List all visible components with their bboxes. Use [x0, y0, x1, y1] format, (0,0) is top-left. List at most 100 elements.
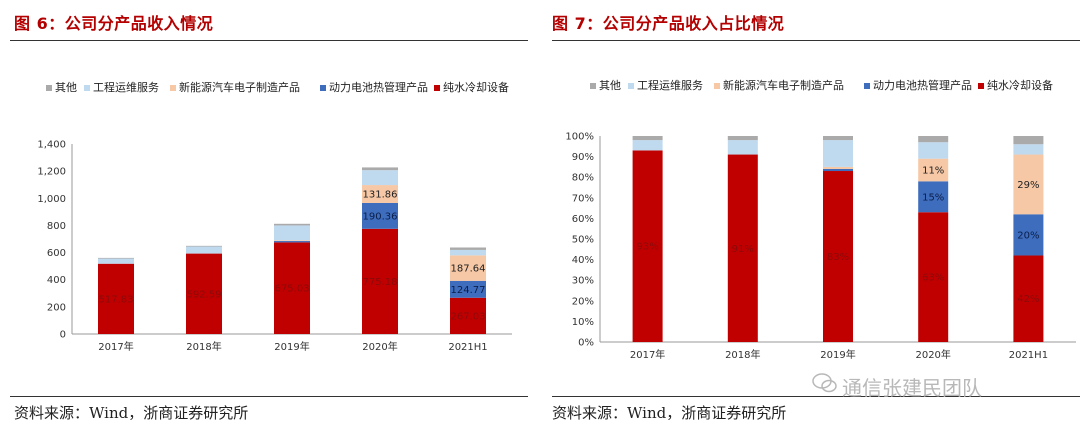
left-top-rule: [10, 40, 528, 41]
left-y-tick-label: 800: [47, 221, 66, 232]
right-data-label: 20%: [1017, 230, 1039, 241]
left-stacked-bar-chart: 其他 工程运维服务 新能源汽车电子制造产品 动力电池热管理产品 纯水冷却设备 0 200 40…: [37, 80, 512, 353]
right-data-label: 91%: [732, 244, 754, 255]
right-source-note: 资料来源：Wind，浙商证券研究所: [552, 404, 787, 422]
left-bar-segment: [450, 247, 486, 250]
left-bar-segment: [450, 297, 486, 334]
right-x-tick-label: 2018年: [725, 348, 760, 361]
left-y-tick-label: 200: [47, 302, 66, 313]
right-bar-segment: [632, 150, 663, 342]
wechat-icon: [812, 373, 837, 393]
right-bar-segment: [823, 166, 853, 169]
right-chart-panel: 图 7：公司分产品收入占比情况 其他 工程运维服务 新能源汽车电子制造产品 动力电池热…: [552, 0, 1080, 435]
left-y-tick-label: 1,400: [37, 140, 66, 151]
right-y-tick-label: 100%: [565, 132, 594, 143]
left-bar-segment: [186, 246, 222, 254]
left-chart-panel: 图 6：公司分产品收入情况 其他 工程运维服务 新能源汽车电子制造产品 动力电池热管理…: [0, 0, 528, 435]
right-y-tick-label: 10%: [572, 317, 594, 328]
left-legend: 其他 工程运维服务 新能源汽车电子制造产品 动力电池热管理产品 纯水冷却设备: [46, 80, 509, 94]
right-x-tick-label: 2021H1: [1009, 350, 1048, 361]
right-data-label: 42%: [1017, 294, 1039, 305]
left-data-label: 517.83: [99, 294, 134, 305]
right-legend-label: 其他: [599, 79, 621, 92]
right-y-tick-label: 70%: [572, 193, 594, 204]
left-legend-swatch: [84, 85, 90, 91]
left-y-tick-label: 600: [47, 248, 66, 259]
left-bar-segment: [362, 167, 398, 171]
right-x-tick-label: 2020年: [915, 348, 950, 361]
right-y-tick-label: 50%: [572, 235, 594, 246]
left-legend-label: 纯水冷却设备: [443, 80, 509, 94]
left-bar-segment: [274, 223, 310, 226]
left-data-label: 187.64: [451, 264, 486, 275]
right-legend: 其他 工程运维服务 新能源汽车电子制造产品 动力电池热管理产品 纯水冷却设备: [590, 78, 1053, 92]
right-bar-segment: [918, 181, 949, 213]
left-bar-segment: [98, 263, 134, 334]
right-bottom-rule: [552, 396, 1080, 397]
left-legend-swatch: [170, 85, 176, 91]
left-data-label: 675.03: [275, 284, 310, 295]
left-bar-segment: [362, 202, 398, 229]
left-bar-segment: [362, 185, 398, 203]
right-y-tick-label: 0%: [578, 338, 594, 349]
right-bar-segment: [823, 136, 853, 141]
left-bar-segment: [274, 241, 310, 243]
right-y-tick-label: 40%: [572, 255, 594, 266]
left-legend-label: 工程运维服务: [93, 81, 159, 94]
left-y-tick-label: 1,000: [37, 194, 66, 205]
right-bar-segment: [918, 158, 949, 182]
right-data-label: 29%: [1017, 180, 1039, 191]
right-legend-label: 新能源汽车电子制造产品: [723, 78, 844, 92]
right-figure-title: 图 7：公司分产品收入占比情况: [552, 14, 785, 33]
right-legend-swatch: [714, 83, 720, 89]
right-bar-segment: [727, 140, 758, 155]
left-bar-segment: [450, 280, 486, 298]
right-data-label: 63%: [922, 273, 944, 284]
right-y-tick-label: 30%: [572, 276, 594, 287]
left-data-label: 267.03: [451, 311, 486, 322]
right-bar-segment: [1013, 214, 1044, 256]
left-bar-segment: [274, 225, 310, 241]
left-y-tick-label: 0: [60, 330, 66, 341]
right-bar-segment: [632, 140, 663, 151]
left-bar-segment: [274, 240, 310, 242]
left-data-label: 775.18: [363, 277, 398, 288]
right-legend-swatch: [628, 83, 634, 89]
right-y-tick-label: 20%: [572, 296, 594, 307]
right-percent-stacked-bar-chart: 其他 工程运维服务 新能源汽车电子制造产品 动力电池热管理产品 纯水冷却设备 0% 10% 2…: [565, 78, 1076, 361]
right-top-rule: [552, 40, 1080, 41]
left-legend-swatch: [46, 85, 52, 91]
left-legend-label: 新能源汽车电子制造产品: [179, 80, 300, 94]
left-bar-segment: [362, 170, 398, 186]
left-legend-swatch: [320, 85, 326, 91]
right-legend-swatch: [590, 83, 596, 89]
right-legend-label: 动力电池热管理产品: [873, 78, 972, 92]
left-x-tick-label: 2020年: [362, 340, 397, 353]
right-x-tick-label: 2017年: [630, 348, 665, 361]
left-bar-segment: [362, 228, 398, 334]
right-x-tick-label: 2019年: [820, 348, 855, 361]
right-bar-segment: [727, 136, 758, 141]
right-bar-segment: [918, 136, 949, 143]
right-y-tick-label: 80%: [572, 173, 594, 184]
right-y-tick-label: 60%: [572, 214, 594, 225]
right-bar-segment: [918, 142, 949, 159]
right-bar-segment: [1013, 154, 1044, 215]
left-legend-swatch: [434, 85, 440, 91]
left-legend-label: 其他: [55, 81, 77, 94]
left-bar-segment: [450, 249, 486, 256]
right-bar-segment: [823, 140, 853, 167]
left-bar-segment: [98, 258, 134, 264]
right-data-label: 83%: [827, 252, 849, 263]
watermark-text: 通信张建民团队: [842, 376, 982, 400]
right-bar-segment: [632, 136, 663, 141]
left-bottom-rule: [10, 396, 528, 397]
right-y-tick-label: 90%: [572, 152, 594, 163]
right-bar-segment: [1013, 144, 1044, 155]
left-source-note: 资料来源：Wind，浙商证券研究所: [14, 404, 249, 422]
left-data-label: 592.59: [187, 289, 222, 300]
right-legend-swatch: [864, 83, 870, 89]
left-data-label: 190.36: [363, 211, 398, 222]
right-data-label: 93%: [636, 242, 658, 253]
left-data-label: 124.77: [451, 285, 486, 296]
